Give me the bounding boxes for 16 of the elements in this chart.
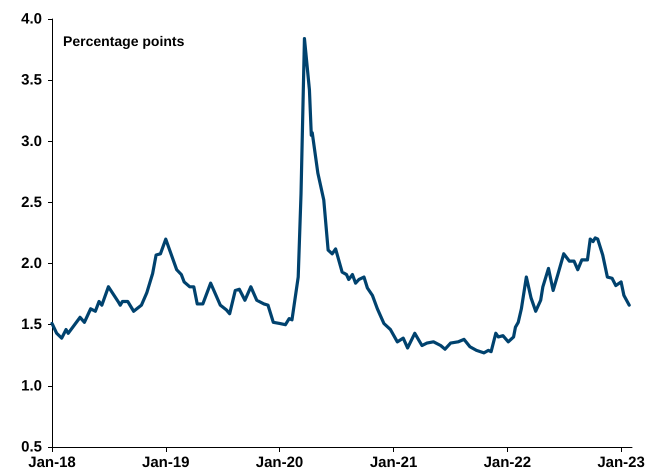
- x-tick-label: Jan-18: [28, 454, 76, 471]
- y-axis-title: Percentage points: [63, 33, 185, 49]
- x-tick-label: Jan-23: [597, 454, 645, 471]
- y-tick-label: 1.5: [21, 316, 42, 334]
- y-tick-label: 4.0: [21, 10, 42, 28]
- y-tick-label: 2.0: [21, 255, 42, 272]
- y-tick-label: 3.0: [21, 132, 42, 150]
- line-series: [50, 36, 631, 354]
- x-tick-label: Jan-20: [256, 454, 304, 471]
- y-tick-label: 2.5: [21, 194, 42, 211]
- x-tick-label: Jan-22: [484, 454, 532, 471]
- y-tick-label: 1.0: [21, 377, 42, 394]
- x-tick-label: Jan-19: [142, 454, 190, 471]
- y-tick-label: 0.5: [21, 438, 42, 456]
- x-tick-label: Jan-21: [370, 454, 418, 471]
- y-tick-label: 3.5: [21, 72, 42, 89]
